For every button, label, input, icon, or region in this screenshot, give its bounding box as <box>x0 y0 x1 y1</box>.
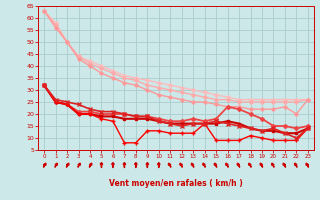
X-axis label: Vent moyen/en rafales ( km/h ): Vent moyen/en rafales ( km/h ) <box>109 179 243 188</box>
